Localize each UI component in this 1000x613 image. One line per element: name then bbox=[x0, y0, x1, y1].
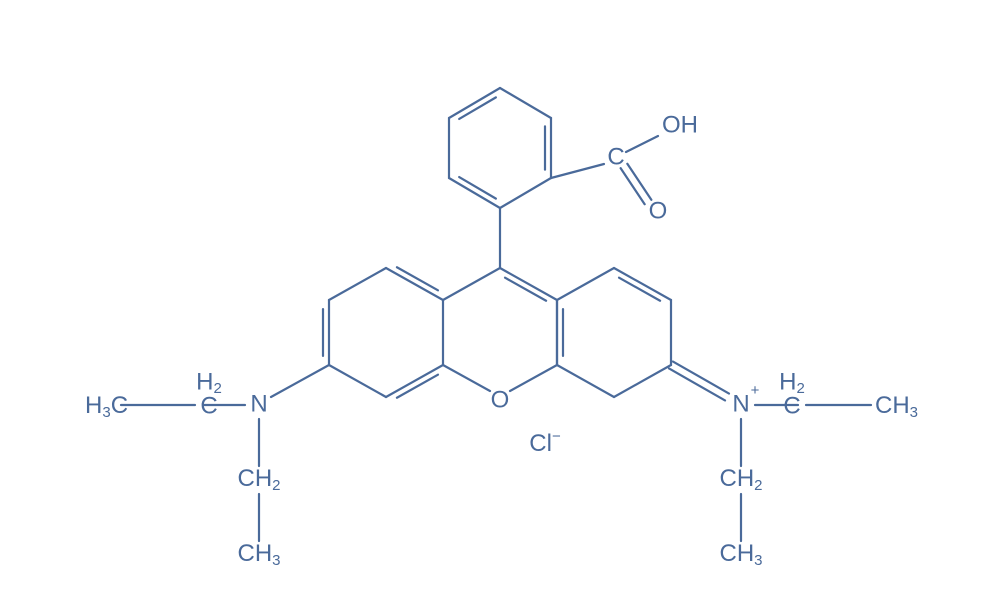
left-nitrogen: N bbox=[250, 390, 267, 417]
carboxyl-carbon: C bbox=[607, 143, 624, 170]
right-ethyl1-c: C bbox=[783, 392, 800, 419]
left-ethyl2-ch3: CH3 bbox=[237, 540, 280, 569]
left-ethyl1-c: C bbox=[200, 392, 217, 419]
chemical-structure-diagram: OCOHONH2CH3CCH2CH3N+H2CCH3CH2CH3Cl− bbox=[0, 0, 1000, 613]
nitrogen-plus-charge: + bbox=[751, 382, 760, 399]
xanthene-oxygen: O bbox=[491, 386, 510, 413]
carbonyl-oxygen: O bbox=[649, 197, 668, 224]
left-ethyl1-ch3: H3C bbox=[85, 392, 128, 421]
right-ethyl1-ch3: CH3 bbox=[875, 392, 918, 421]
right-nitrogen: N bbox=[732, 390, 749, 417]
chloride-counterion: Cl− bbox=[529, 428, 561, 457]
right-ethyl2-ch2: CH2 bbox=[719, 465, 762, 494]
hydroxyl-label: OH bbox=[662, 111, 698, 138]
left-ethyl2-ch2: CH2 bbox=[237, 465, 280, 494]
right-ethyl2-ch3: CH3 bbox=[719, 540, 762, 569]
